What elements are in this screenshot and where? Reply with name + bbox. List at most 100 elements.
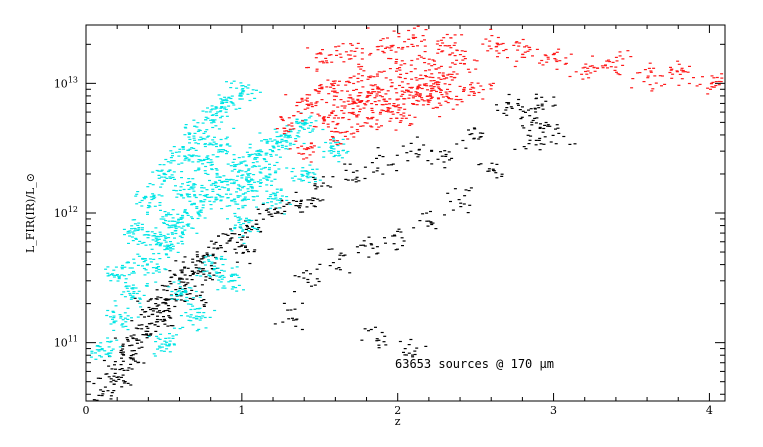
data-point xyxy=(253,97,257,99)
data-point xyxy=(529,135,533,137)
data-point xyxy=(191,273,195,275)
data-point xyxy=(238,236,242,239)
data-point xyxy=(122,380,125,382)
data-point xyxy=(233,198,237,200)
data-point xyxy=(154,298,158,300)
data-point xyxy=(98,355,102,357)
data-point xyxy=(587,77,591,79)
data-point xyxy=(496,56,499,58)
data-point xyxy=(196,311,200,314)
data-point xyxy=(205,136,209,138)
data-point xyxy=(541,131,545,133)
data-point xyxy=(262,202,266,204)
data-point xyxy=(283,130,287,132)
data-point xyxy=(251,226,255,228)
data-point xyxy=(203,170,207,172)
data-point xyxy=(618,74,622,76)
data-point xyxy=(357,73,361,75)
data-point xyxy=(301,127,305,129)
data-point xyxy=(463,87,466,89)
data-point xyxy=(522,146,526,148)
data-point xyxy=(290,128,294,131)
data-point xyxy=(280,212,284,215)
data-point xyxy=(115,339,119,341)
data-point xyxy=(234,287,238,289)
data-point xyxy=(280,144,284,146)
data-point xyxy=(416,45,419,47)
data-point xyxy=(208,272,212,274)
data-point xyxy=(593,70,597,72)
data-point xyxy=(145,337,149,339)
data-point xyxy=(439,78,443,80)
data-point xyxy=(411,354,414,356)
data-point xyxy=(294,319,298,321)
data-point xyxy=(158,245,162,247)
data-point xyxy=(164,158,168,161)
data-point xyxy=(384,110,388,112)
data-point xyxy=(197,159,201,161)
data-point xyxy=(302,179,305,182)
data-point xyxy=(386,109,390,112)
data-point xyxy=(221,151,224,153)
data-point xyxy=(123,317,127,319)
data-point xyxy=(201,262,204,264)
data-point xyxy=(223,108,227,110)
data-point xyxy=(180,221,184,223)
data-point xyxy=(200,190,204,192)
data-point xyxy=(554,143,558,145)
data-point xyxy=(162,179,166,181)
data-point xyxy=(375,119,379,121)
data-point xyxy=(442,75,446,77)
data-point xyxy=(441,72,445,74)
data-point xyxy=(171,245,175,247)
data-point xyxy=(153,355,157,357)
data-point xyxy=(443,83,447,85)
data-point xyxy=(213,262,217,264)
data-point xyxy=(487,170,491,172)
data-point xyxy=(348,163,352,165)
data-point xyxy=(94,352,97,354)
data-point xyxy=(371,85,375,87)
data-point xyxy=(193,132,197,134)
data-point xyxy=(107,346,111,348)
data-point xyxy=(439,104,443,106)
data-point xyxy=(305,157,309,159)
data-point xyxy=(563,63,567,65)
data-point xyxy=(226,151,229,153)
data-point xyxy=(177,280,181,282)
data-point xyxy=(152,353,156,355)
data-point xyxy=(211,190,215,192)
data-point xyxy=(103,386,107,388)
data-point xyxy=(414,91,418,93)
data-point xyxy=(265,139,269,141)
data-point xyxy=(233,227,237,230)
data-point xyxy=(318,115,322,117)
data-point xyxy=(208,316,212,318)
data-point xyxy=(225,153,228,155)
data-point xyxy=(299,200,303,202)
data-point xyxy=(110,273,114,275)
data-point xyxy=(454,98,458,101)
data-point xyxy=(351,171,355,173)
data-point xyxy=(234,203,238,205)
data-point xyxy=(185,212,189,215)
data-point xyxy=(106,266,110,268)
data-point xyxy=(328,265,332,267)
data-point xyxy=(273,139,277,141)
data-point xyxy=(214,196,218,198)
data-point xyxy=(202,201,206,203)
data-point xyxy=(626,50,630,52)
data-point xyxy=(540,103,544,105)
data-point xyxy=(110,274,113,276)
data-point xyxy=(438,116,442,118)
data-point xyxy=(416,87,420,89)
data-point xyxy=(314,57,318,59)
data-point xyxy=(368,54,372,56)
data-point xyxy=(244,86,248,88)
data-point xyxy=(219,257,223,259)
data-point xyxy=(187,136,191,138)
data-point xyxy=(317,146,321,148)
data-point xyxy=(120,386,124,388)
data-point xyxy=(201,270,204,272)
